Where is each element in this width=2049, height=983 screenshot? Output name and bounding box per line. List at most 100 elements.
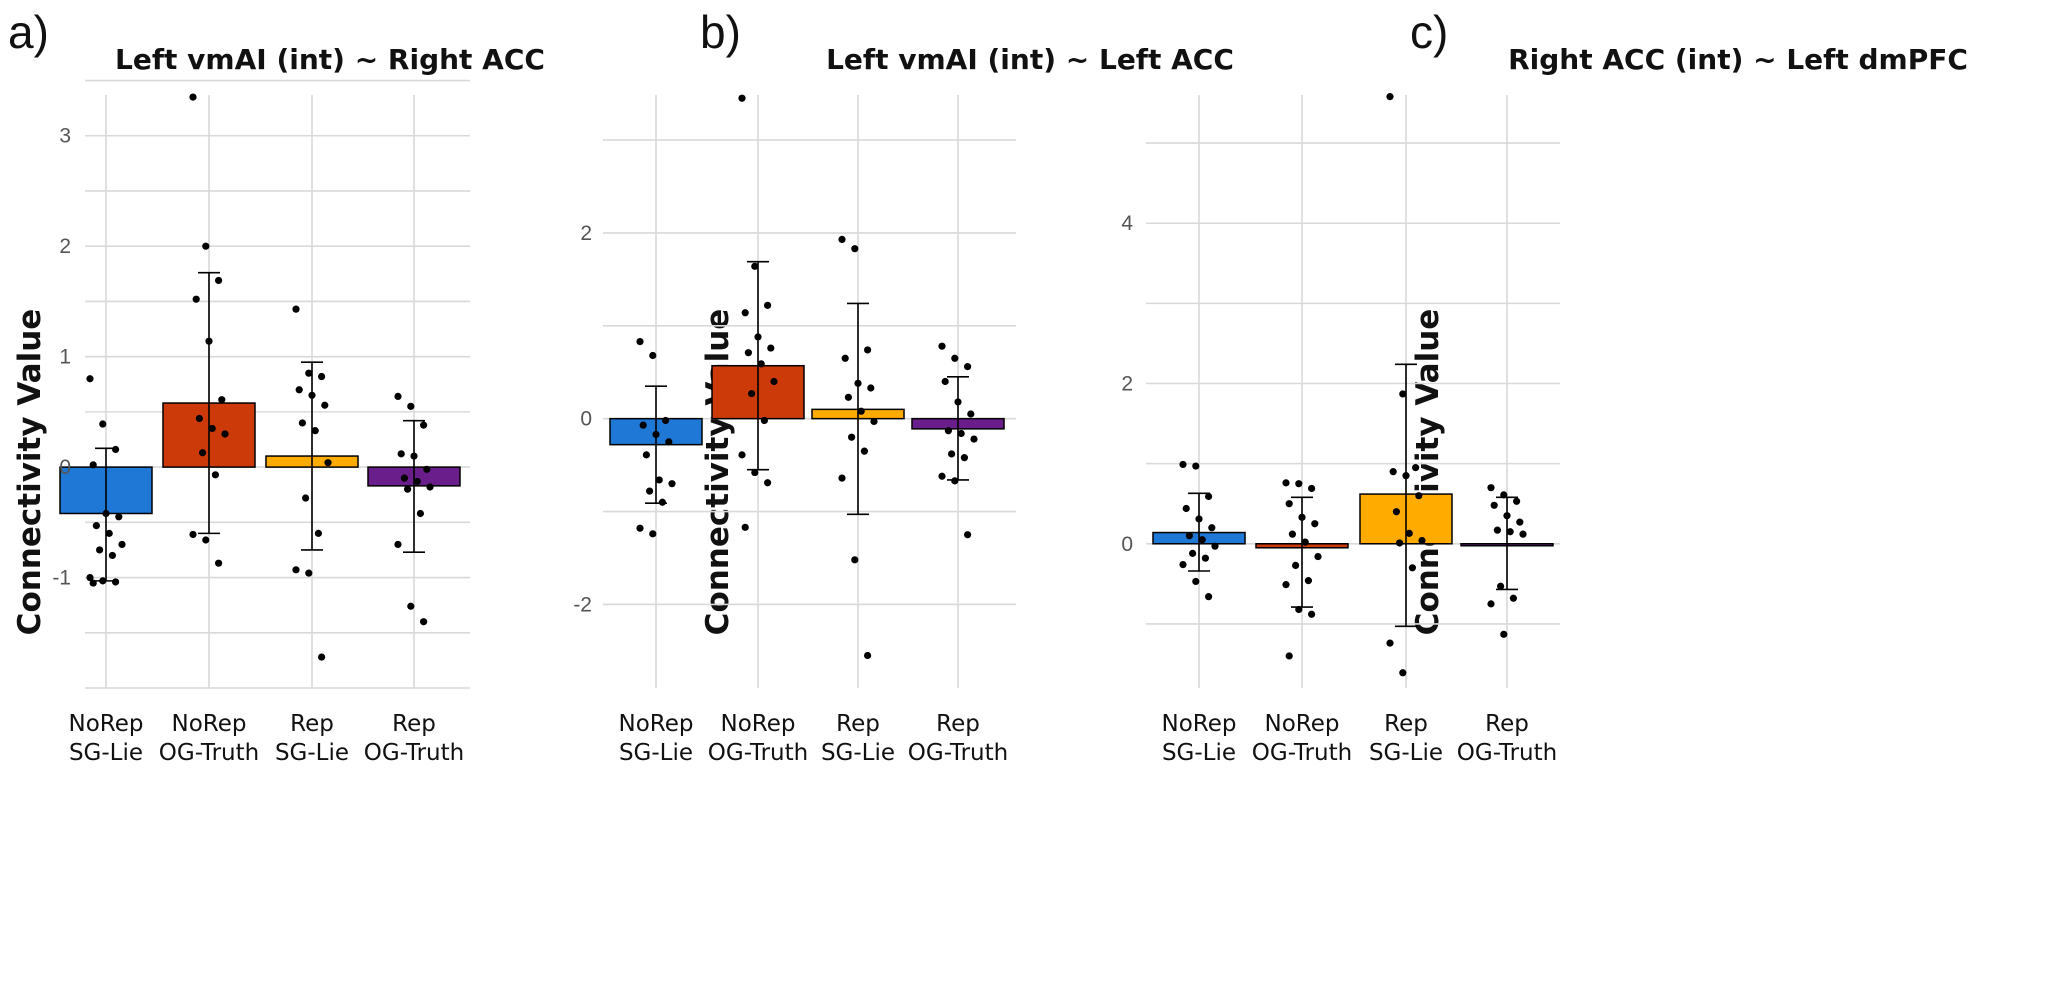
data-point [851, 245, 859, 253]
data-point [1211, 542, 1219, 550]
data-point [305, 569, 313, 577]
data-point [1179, 460, 1187, 469]
data-point [86, 573, 94, 582]
data-point [1500, 491, 1508, 499]
x-tick-label: Rep SG-Lie [821, 711, 895, 766]
data-point [944, 427, 953, 435]
data-point [938, 342, 946, 350]
data-point [967, 410, 975, 418]
x-tick-label: Rep OG-Truth [364, 711, 464, 766]
data-point [321, 401, 329, 409]
data-point [105, 529, 113, 537]
data-point [397, 450, 405, 458]
data-point [867, 384, 875, 392]
data-point [741, 309, 749, 317]
data-point [1179, 560, 1187, 569]
data-point [844, 393, 853, 401]
data-point [764, 301, 772, 309]
data-point [1282, 581, 1290, 589]
y-tick-label: 3 [59, 125, 71, 148]
data-point [838, 235, 846, 243]
data-point [757, 360, 765, 368]
data-point [199, 449, 207, 457]
data-point [1386, 639, 1394, 647]
data-point [115, 513, 123, 521]
data-point [308, 391, 316, 399]
data-point [1192, 577, 1200, 586]
data-point [841, 354, 849, 362]
data-point [410, 452, 418, 460]
data-point [1195, 515, 1203, 523]
data-point [1189, 549, 1197, 557]
data-point [1506, 528, 1514, 536]
data-point [1386, 93, 1394, 101]
data-point [221, 430, 229, 438]
data-point [314, 529, 322, 537]
data-point [764, 479, 772, 487]
data-point [394, 392, 402, 401]
data-point [1295, 480, 1303, 488]
panel-a-yticks: -1 0 1 2 3 [52, 125, 71, 590]
data-point [668, 480, 676, 488]
data-point [89, 579, 97, 587]
panel-b-errorbars [645, 260, 969, 516]
data-point [1198, 536, 1206, 544]
data-point [218, 396, 226, 404]
data-point [848, 433, 856, 441]
data-point [957, 429, 965, 438]
data-point [751, 262, 759, 270]
data-point [1519, 530, 1527, 538]
panel-c-errorbars [1188, 363, 1518, 628]
data-point [1497, 582, 1505, 590]
y-tick-label: 0 [59, 456, 71, 479]
data-point [1182, 504, 1190, 513]
data-point [1314, 552, 1322, 561]
x-tick-label: NoRep OG-Truth [708, 711, 808, 766]
data-point [1304, 577, 1312, 585]
data-point [1493, 526, 1501, 534]
data-point [854, 379, 862, 387]
data-point [215, 276, 223, 285]
data-point [1516, 518, 1524, 526]
panel-a-errorbars [95, 271, 425, 582]
data-point [112, 445, 120, 454]
data-point [407, 402, 415, 410]
data-point [646, 487, 654, 495]
data-point [642, 451, 651, 459]
x-tick-label: Rep OG-Truth [1457, 711, 1557, 766]
y-tick-label: -1 [52, 567, 71, 590]
data-point [92, 522, 100, 530]
data-point [400, 474, 408, 482]
data-point [208, 424, 216, 433]
data-point [636, 337, 644, 346]
data-point [1513, 497, 1521, 505]
data-point [665, 438, 673, 446]
y-tick-label: 1 [59, 346, 71, 369]
data-point [851, 556, 859, 564]
panel-a-ylabel: Connectivity Value [12, 309, 48, 636]
data-point [420, 421, 428, 429]
data-point [964, 531, 972, 539]
data-point [649, 351, 657, 360]
data-point [99, 420, 107, 428]
data-point [1205, 492, 1213, 501]
data-point [754, 333, 762, 341]
data-point [636, 524, 644, 532]
data-point [1487, 600, 1495, 608]
data-point [1503, 512, 1511, 520]
data-point [970, 435, 978, 443]
y-tick-label: 2 [59, 235, 71, 258]
data-point [662, 416, 670, 425]
data-point [1205, 593, 1213, 601]
data-point [864, 346, 872, 354]
data-point [760, 416, 769, 425]
data-point [118, 540, 126, 549]
data-point [860, 447, 869, 455]
panel-a-grid [85, 79, 470, 689]
data-point [86, 375, 94, 383]
panel-c: c) Right ACC (int) ~ Left dmPFC Connecti… [1121, 6, 1968, 766]
data-point [1285, 652, 1293, 660]
data-point [1402, 472, 1410, 480]
panel-b-ylabel: Connectivity Value [700, 309, 736, 636]
data-point [738, 451, 746, 459]
